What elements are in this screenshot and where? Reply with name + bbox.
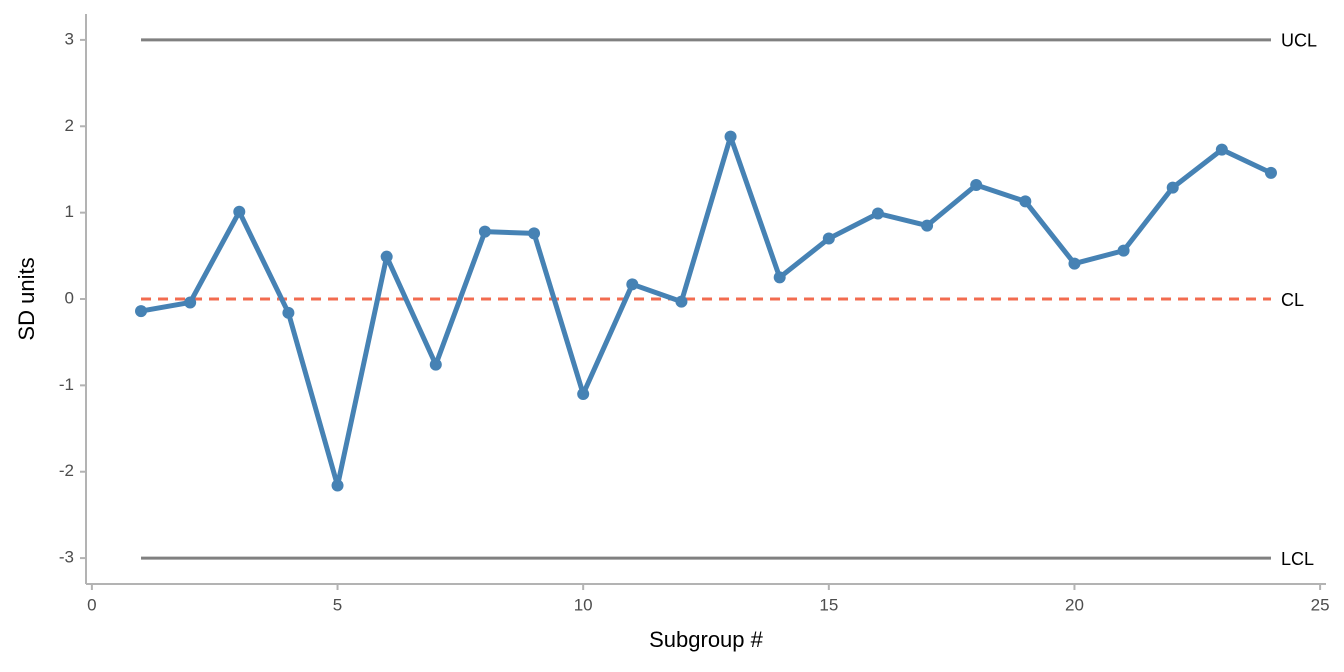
- data-point: [1117, 244, 1130, 257]
- y-tick-label: 2: [65, 116, 74, 135]
- control-line-label: UCL: [1281, 31, 1317, 51]
- data-point: [871, 207, 884, 220]
- control-line-label: CL: [1281, 290, 1304, 310]
- data-point: [921, 219, 934, 232]
- x-tick-label: 10: [574, 595, 593, 614]
- y-axis-title: SD units: [14, 257, 39, 340]
- data-point: [626, 278, 639, 291]
- data-point: [1264, 166, 1277, 179]
- y-tick-label: 3: [65, 29, 74, 48]
- data-point: [1019, 195, 1032, 208]
- y-tick-label: -3: [59, 548, 74, 567]
- data-point: [429, 358, 442, 371]
- data-point: [773, 271, 786, 284]
- data-point: [1166, 181, 1179, 194]
- x-tick-label: 0: [87, 595, 96, 614]
- data-point: [970, 179, 983, 191]
- y-tick-label: 0: [65, 288, 74, 307]
- x-tick-label: 25: [1311, 595, 1330, 614]
- x-tick-label: 5: [333, 595, 342, 614]
- data-point: [822, 232, 835, 245]
- x-tick-label: 20: [1065, 595, 1084, 614]
- y-tick-label: 1: [65, 202, 74, 221]
- data-point: [577, 388, 590, 400]
- data-point: [282, 306, 295, 319]
- data-point: [675, 295, 688, 308]
- data-point: [184, 296, 197, 309]
- series-line: [140, 134, 1273, 489]
- data-point: [478, 225, 491, 238]
- data-point: [724, 130, 737, 143]
- data-point: [380, 250, 393, 263]
- data-point: [1068, 257, 1081, 270]
- y-tick-label: -1: [59, 375, 74, 394]
- y-tick-label: -2: [59, 461, 74, 480]
- control-line-label: LCL: [1281, 549, 1314, 569]
- x-tick-label: 15: [819, 595, 838, 614]
- data-point: [135, 305, 148, 318]
- x-axis-title: Subgroup #: [649, 627, 764, 652]
- data-point: [331, 479, 344, 492]
- data-point: [233, 205, 246, 218]
- data-point: [528, 227, 541, 240]
- data-point: [1215, 143, 1228, 156]
